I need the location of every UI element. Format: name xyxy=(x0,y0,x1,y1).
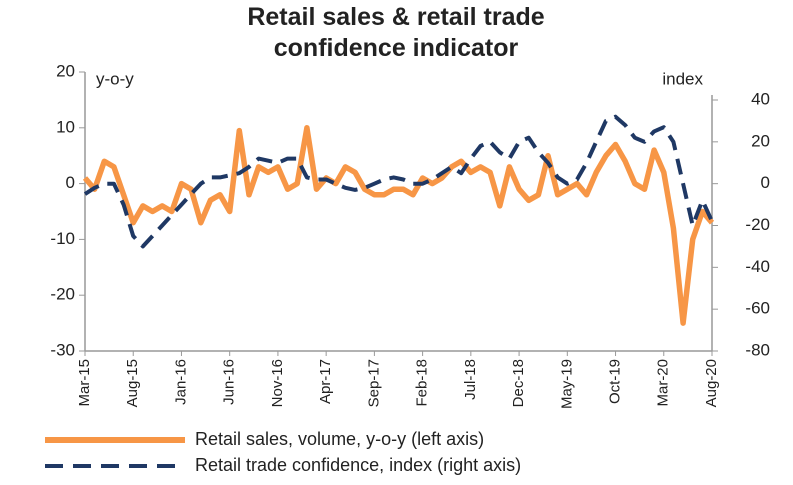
x-tick-label: Aug-15 xyxy=(124,359,141,407)
x-tick-label: Mar-15 xyxy=(76,359,93,407)
x-tick-label: Apr-17 xyxy=(317,359,334,404)
y2-tick-label: 0 xyxy=(761,173,770,192)
x-tick-label: Jul-18 xyxy=(462,359,479,400)
y-axis-label: y-o-y xyxy=(96,69,134,88)
x-tick-label: Sep-17 xyxy=(365,359,382,407)
y2-tick-label: -20 xyxy=(745,215,770,234)
y-tick-label: -30 xyxy=(50,340,75,359)
y2-tick-label: -40 xyxy=(745,257,770,276)
y2-axis-label: index xyxy=(662,69,703,88)
y2-tick-label: 40 xyxy=(751,89,770,108)
x-tick-label: Dec-18 xyxy=(510,359,527,407)
y-tick-label: 10 xyxy=(56,117,75,136)
x-tick-label: Nov-16 xyxy=(269,359,286,407)
y2-tick-label: -60 xyxy=(745,299,770,318)
y-tick-label: -20 xyxy=(50,285,75,304)
x-tick-label: Aug-20 xyxy=(703,359,720,407)
y-tick-label: 20 xyxy=(56,61,75,80)
y-tick-label: -10 xyxy=(50,229,75,248)
y2-tick-label: 20 xyxy=(751,131,770,150)
x-tick-label: May-19 xyxy=(558,359,575,409)
series-line xyxy=(82,125,715,326)
legend-label: Retail sales, volume, y-o-y (left axis) xyxy=(195,429,484,449)
legend-label: Retail trade confidence, index (right ax… xyxy=(195,455,521,475)
x-tick-label: Jan-16 xyxy=(172,359,189,405)
series-line xyxy=(83,114,714,249)
y-tick-label: 0 xyxy=(66,173,75,192)
x-tick-label: Jun-16 xyxy=(221,359,238,405)
x-tick-label: Mar-20 xyxy=(655,359,672,407)
y2-tick-label: -80 xyxy=(745,340,770,359)
chart-title: Retail sales & retail trade confidence i… xyxy=(247,3,545,62)
x-tick-label: Feb-18 xyxy=(414,359,431,407)
x-tick-label: Oct-19 xyxy=(607,359,624,404)
